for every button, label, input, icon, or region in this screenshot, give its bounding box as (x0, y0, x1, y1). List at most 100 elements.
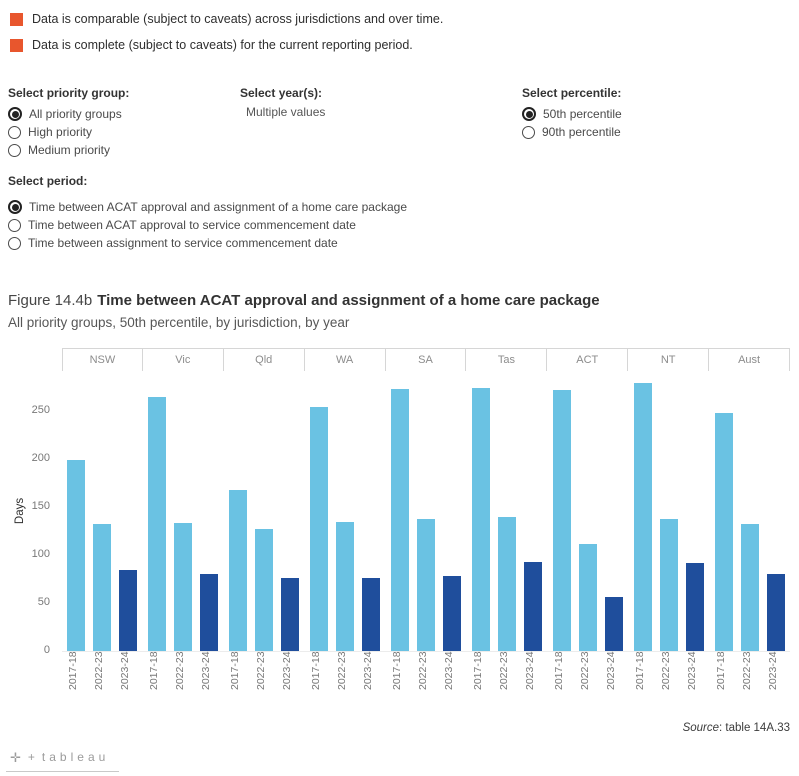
bar-2023-24[interactable] (200, 574, 219, 651)
bar-2022-23[interactable] (417, 518, 435, 651)
bar-2022-23[interactable] (659, 518, 678, 651)
bar-2017-18[interactable] (67, 460, 86, 651)
radio-selected-icon[interactable] (8, 107, 22, 121)
chart-panes: NSW 2017-18 2022-23 2023-24 Vic 2017-18 2022-2… (62, 348, 791, 690)
radio-option[interactable]: Time between ACAT approval to service co… (8, 216, 407, 234)
radio-option[interactable]: All priority groups (8, 105, 129, 123)
radio-icon[interactable] (8, 125, 21, 139)
x-tick-label: 2023-24 (523, 651, 536, 690)
figure-title-text: Time between ACAT approval and assignmen… (97, 292, 600, 309)
source-note: Source: table 14A.33 (683, 722, 790, 734)
jurisdiction-pane: Aust 2017-18 2022-23 2023-24 (709, 349, 791, 690)
x-tick-label: 2023-24 (685, 651, 698, 690)
source-word: Source (682, 722, 720, 734)
bar-2022-23[interactable] (740, 523, 759, 651)
period-radio-group: Time between ACAT approval and assignmen… (8, 198, 407, 252)
radio-option[interactable]: Medium priority (8, 141, 129, 159)
pane-x-labels: 2017-18 2022-23 2023-24 (466, 651, 547, 713)
bar-2023-24[interactable] (281, 578, 300, 651)
y-tick-label: 250 (31, 404, 50, 417)
bar-2017-18[interactable] (391, 389, 409, 651)
radio-option[interactable]: 50th percentile (522, 105, 622, 123)
y-tick-label: 50 (37, 596, 50, 609)
radio-option-label: Time between assignment to service comme… (28, 236, 338, 250)
bar-2017-18[interactable] (714, 413, 733, 651)
bar-2017-18[interactable] (310, 406, 329, 651)
legend-label: Data is complete (subject to caveats) fo… (32, 38, 413, 52)
x-tick-label: 2023-24 (443, 651, 455, 690)
jurisdiction-label: NT (628, 349, 710, 371)
pane-x-labels: 2017-18 2022-23 2023-24 (386, 651, 467, 713)
radio-option-label: 90th percentile (542, 125, 621, 139)
filter-percentile-label: Select percentile: (522, 86, 622, 100)
bar-2023-24[interactable] (766, 574, 785, 651)
jurisdiction-pane: SA 2017-18 2022-23 2023-24 (385, 349, 467, 690)
radio-selected-icon[interactable] (8, 200, 22, 214)
figure-title-block: Figure 14.4b Time between ACAT approval a… (8, 290, 600, 330)
tableau-attribution[interactable]: ✛ + tableau (6, 746, 120, 772)
jurisdiction-pane: NSW 2017-18 2022-23 2023-24 (62, 349, 143, 690)
filter-years-label: Select year(s): (240, 86, 323, 100)
bar-2022-23[interactable] (255, 529, 274, 651)
bar-2017-18[interactable] (471, 388, 490, 651)
legend-item-comparable: Data is comparable (subject to caveats) … (10, 6, 443, 32)
figure-title: Figure 14.4b Time between ACAT approval a… (8, 290, 600, 312)
x-tick-label: 2022-23 (417, 651, 429, 690)
jurisdiction-label: ACT (547, 349, 629, 371)
radio-option-label: Time between ACAT approval to service co… (28, 218, 356, 232)
radio-option[interactable]: Time between assignment to service comme… (8, 234, 407, 252)
x-tick-label: 2023-24 (766, 651, 779, 690)
x-tick-label: 2023-24 (119, 651, 132, 690)
radio-icon[interactable] (522, 125, 535, 139)
filter-period: Select period: Time between ACAT approva… (8, 174, 407, 252)
bar-2022-23[interactable] (578, 543, 597, 651)
radio-option-label: All priority groups (29, 107, 122, 121)
y-tick-label: 0 (43, 644, 50, 656)
pane-bars (709, 373, 791, 652)
x-tick-label: 2023-24 (362, 651, 375, 690)
bar-2017-18[interactable] (552, 390, 571, 651)
bar-2022-23[interactable] (174, 522, 193, 651)
x-tick-label: 2017-18 (67, 651, 80, 690)
radio-icon[interactable] (8, 143, 21, 157)
radio-icon[interactable] (8, 236, 21, 250)
x-tick-label: 2022-23 (336, 651, 349, 690)
bar-2023-24[interactable] (685, 562, 704, 651)
y-axis-ticks: 0 50 100 150 200 250 (0, 372, 52, 656)
bar-2017-18[interactable] (148, 396, 167, 651)
x-tick-label: 2022-23 (255, 651, 268, 690)
tableau-logo-icon: ✛ (10, 749, 21, 765)
pane-x-labels: 2017-18 2022-23 2023-24 (143, 651, 224, 713)
pane-x-labels: 2017-18 2022-23 2023-24 (547, 651, 628, 713)
bar-2022-23[interactable] (336, 521, 355, 651)
x-tick-label: 2022-23 (659, 651, 672, 690)
bar-2023-24[interactable] (604, 597, 623, 651)
x-tick-label: 2017-18 (471, 651, 484, 690)
x-tick-label: 2022-23 (740, 651, 753, 690)
bar-2023-24[interactable] (523, 561, 542, 651)
y-tick-label: 100 (31, 548, 50, 561)
x-tick-label: 2017-18 (633, 651, 646, 690)
bar-2022-23[interactable] (497, 516, 516, 651)
bar-2023-24[interactable] (119, 569, 138, 651)
bar-2023-24[interactable] (362, 578, 381, 651)
radio-option[interactable]: 90th percentile (522, 123, 622, 141)
pane-bars (142, 373, 224, 652)
radio-option[interactable]: High priority (8, 123, 129, 141)
pane-bars (547, 373, 629, 652)
jurisdiction-label: Tas (466, 349, 548, 371)
jurisdiction-label: Aust (709, 349, 791, 371)
bar-2017-18[interactable] (229, 489, 248, 651)
radio-option-label: 50th percentile (543, 107, 622, 121)
x-tick-label: 2022-23 (497, 651, 510, 690)
radio-selected-icon[interactable] (522, 107, 536, 121)
pane-x-labels: 2017-18 2022-23 2023-24 (224, 651, 305, 713)
x-tick-label: 2017-18 (148, 651, 161, 690)
year-select-value[interactable]: Multiple values (246, 105, 326, 119)
bar-2022-23[interactable] (93, 524, 112, 651)
radio-option[interactable]: Time between ACAT approval and assignmen… (8, 198, 407, 216)
bar-2023-24[interactable] (443, 576, 461, 651)
radio-icon[interactable] (8, 218, 21, 232)
bar-2017-18[interactable] (633, 382, 652, 651)
